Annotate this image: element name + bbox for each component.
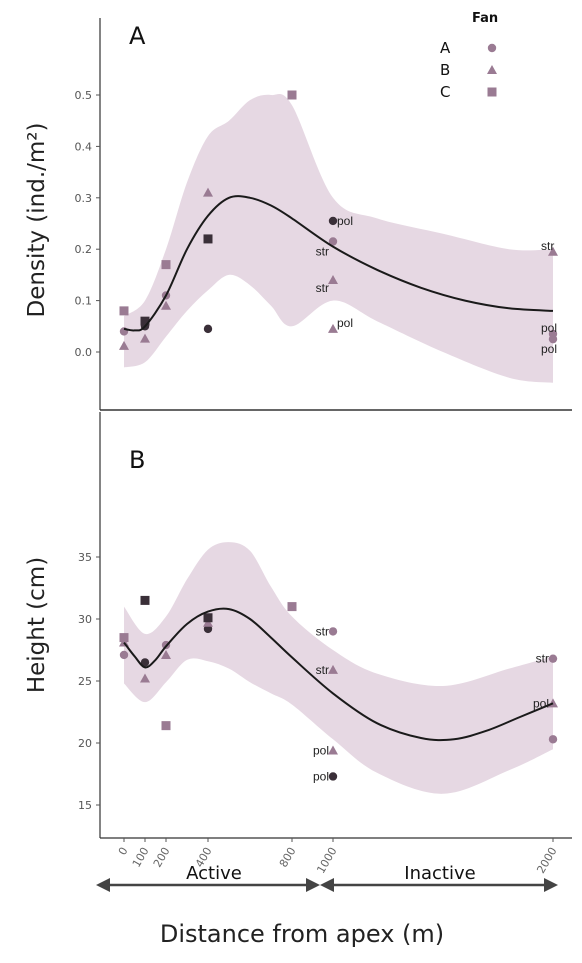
confidence-band-b xyxy=(124,542,553,794)
inactive-arrow-left-head xyxy=(320,878,334,892)
y-tick-label: 15 xyxy=(78,799,92,812)
data-point-fan-a xyxy=(203,624,213,634)
y-axis-label-b: Height (cm) xyxy=(24,557,50,693)
active-label: Active xyxy=(186,863,242,884)
point-annotation: str xyxy=(541,239,554,253)
legend-marker-circle xyxy=(487,43,497,53)
data-point-fan-a xyxy=(328,216,338,226)
point-annotation: pol xyxy=(541,342,557,356)
y-tick-label: 20 xyxy=(78,737,92,750)
x-tick-label: 800 xyxy=(277,845,299,870)
y-tick-label: 25 xyxy=(78,675,92,688)
legend: Fan ABC xyxy=(440,11,498,101)
panel-b-annotations: str str pol pol str pol xyxy=(313,624,549,783)
data-point-fan-a xyxy=(119,650,129,660)
trend-line-b xyxy=(123,607,554,742)
data-point-fan-b xyxy=(328,745,338,755)
data-point-fan-b xyxy=(140,673,150,683)
data-point-fan-b xyxy=(328,275,338,285)
point-annotation: str xyxy=(316,244,329,258)
trend-line-a xyxy=(123,195,554,332)
legend-label: B xyxy=(440,61,450,79)
y-tick-label: 35 xyxy=(78,551,92,564)
point-annotation: str xyxy=(316,663,329,677)
data-point-fan-c xyxy=(161,260,171,270)
data-point-fan-c xyxy=(140,316,150,326)
panel-a: 0.00.10.20.30.40.5 polstrstrpolstrpolpol… xyxy=(24,18,572,411)
data-point-fan-b xyxy=(328,323,338,333)
x-tick-label: 0 xyxy=(116,845,131,858)
data-point-fan-b xyxy=(140,333,150,343)
data-point-fan-a xyxy=(548,735,558,744)
panel-label-a: A xyxy=(129,22,146,50)
state-arrows: Active Inactive xyxy=(96,863,558,892)
active-arrow-left-head xyxy=(96,878,110,892)
y-tick-label: 0.3 xyxy=(75,192,93,205)
point-annotation: pol xyxy=(533,696,549,710)
point-annotation: pol xyxy=(337,316,353,330)
point-annotation: str xyxy=(316,624,329,638)
data-point-fan-c xyxy=(119,306,129,316)
data-point-fan-a xyxy=(203,324,213,334)
data-point-fan-b xyxy=(203,187,213,197)
inactive-arrow-right-head xyxy=(544,878,558,892)
data-point-fan-a xyxy=(548,654,558,663)
active-arrow-right-head xyxy=(306,878,320,892)
data-point-fan-a xyxy=(548,334,558,344)
x-tick-label: 1000 xyxy=(314,845,339,876)
legend-label: A xyxy=(440,39,451,57)
data-point-fan-c xyxy=(119,633,129,643)
point-annotation: pol xyxy=(337,214,353,228)
y-tick-label: 0.4 xyxy=(75,140,93,153)
data-point-fan-a xyxy=(328,627,338,636)
legend-items: ABC xyxy=(440,39,497,101)
legend-label: C xyxy=(440,83,450,101)
data-point-fan-c xyxy=(203,613,213,623)
data-point-fan-a xyxy=(140,658,150,667)
data-point-fan-b xyxy=(328,664,338,674)
point-annotation: pol xyxy=(541,321,557,335)
inactive-label: Inactive xyxy=(404,863,475,884)
point-annotation: str xyxy=(536,652,549,666)
data-point-fan-b xyxy=(161,300,171,310)
panel-b-y-ticks: 15 20 25 30 35 xyxy=(78,551,100,812)
data-point-fan-c xyxy=(287,602,297,612)
x-tick-label: 200 xyxy=(151,845,173,870)
point-annotation: pol xyxy=(313,743,329,757)
panel-a-annotations: pol str str pol str pol pol xyxy=(316,214,557,356)
x-tick-label: 100 xyxy=(130,845,152,870)
data-point-fan-c xyxy=(161,721,171,731)
legend-title: Fan xyxy=(472,11,498,26)
legend-marker-triangle xyxy=(487,65,497,74)
y-tick-label: 0.2 xyxy=(75,243,93,256)
data-point-fan-a xyxy=(328,237,338,246)
y-tick-label: 0.0 xyxy=(75,346,93,359)
legend-marker-square xyxy=(487,87,497,97)
data-point-fan-b xyxy=(161,649,171,659)
panel-label-b: B xyxy=(129,446,145,474)
panel-b-points xyxy=(119,595,558,781)
data-point-fan-c xyxy=(287,90,297,100)
data-point-fan-a xyxy=(328,772,338,781)
y-tick-label: 0.1 xyxy=(75,295,93,308)
data-point-fan-b xyxy=(548,246,558,256)
point-annotation: pol xyxy=(313,769,329,783)
data-point-fan-c xyxy=(203,234,213,244)
x-axis-label: Distance from apex (m) xyxy=(160,920,444,948)
y-tick-label: 0.5 xyxy=(75,89,93,102)
panel-a-y-ticks: 0.0 0.1 0.2 0.3 0.4 0.5 xyxy=(75,89,100,359)
x-tick-label: 2000 xyxy=(534,845,559,876)
data-point-fan-b xyxy=(119,340,129,350)
data-point-fan-c xyxy=(140,595,150,605)
point-annotation: str xyxy=(316,281,329,295)
y-axis-label-a: Density (ind./m²) xyxy=(24,123,50,318)
y-tick-label: 30 xyxy=(78,613,92,626)
x-ticks: 0 100 200 400 800 1000 2000 xyxy=(116,838,560,876)
confidence-band-a xyxy=(124,93,553,383)
